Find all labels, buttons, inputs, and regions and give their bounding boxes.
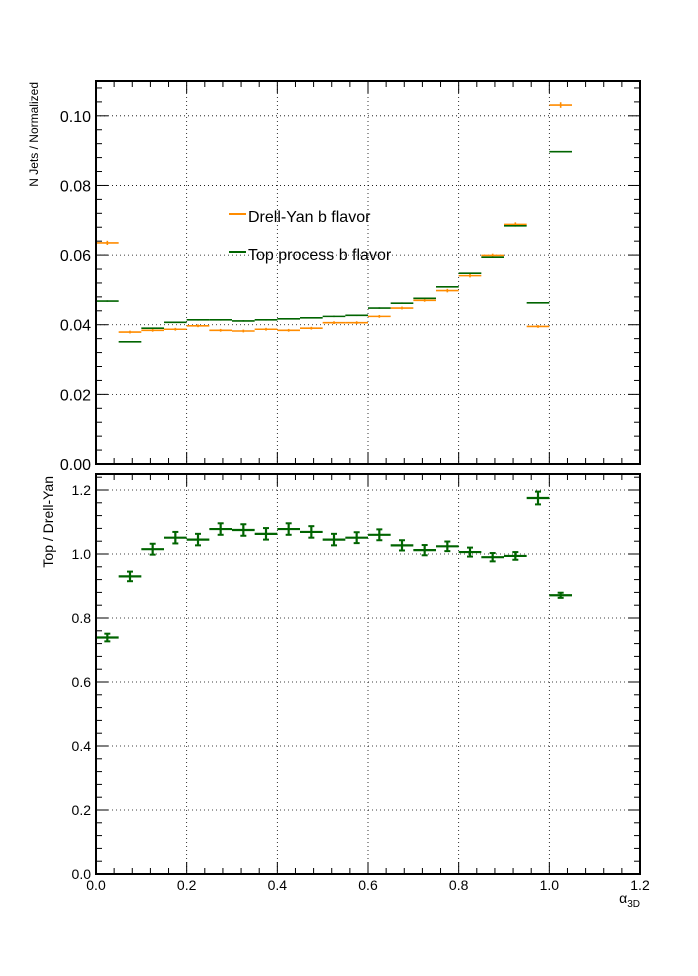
- bottom-grid: [96, 474, 640, 874]
- x-axis-label-subscript: 3D: [627, 899, 640, 910]
- y-tick-label: 0.00: [60, 457, 91, 474]
- y-tick-label: 0.02: [60, 387, 91, 404]
- y-tick-label: 0.0: [72, 866, 92, 882]
- series-top-process-b-flavor: [96, 150, 572, 343]
- x-tick-label: 0.0: [86, 877, 106, 893]
- y-tick-label: 0.8: [72, 610, 92, 626]
- x-tick-label: 1.0: [540, 877, 560, 893]
- y-tick-label: 0.6: [72, 674, 92, 690]
- y-tick-label: 0.04: [60, 318, 91, 335]
- y-tick-label: 1.2: [72, 482, 92, 498]
- top-series: [96, 102, 572, 343]
- legend-label-top-process: Top process b flavor: [248, 247, 392, 264]
- x-axis-label-symbol: α: [619, 890, 627, 906]
- y-tick-label: 0.2: [72, 802, 92, 818]
- bottom-panel: 0.0 0.2 0.4 0.6 0.8 1.0 1.2 0.0 0.2 0.4 0.6 0.8 1.0 1…: [40, 473, 650, 910]
- x-tick-label: 0.8: [449, 877, 469, 893]
- series-drell-yan-b-flavor: [96, 102, 572, 334]
- top-grid: [96, 81, 640, 464]
- series-ratio: [96, 490, 572, 643]
- y-tick-label: 0.08: [60, 178, 91, 195]
- top-y-tick-labels: 0.00 0.02 0.04 0.06 0.08 0.10: [60, 109, 91, 474]
- x-tick-label: 0.2: [177, 877, 197, 893]
- bottom-series: [96, 490, 572, 643]
- top-axis-ticks: [95, 81, 641, 465]
- top-frame: [95, 80, 641, 465]
- bottom-y-axis-label: Top / Drell-Yan: [40, 476, 56, 568]
- bottom-frame: [95, 473, 641, 875]
- y-tick-label: 1.0: [72, 546, 92, 562]
- bottom-x-axis-label: α3D: [619, 890, 640, 910]
- x-tick-label: 0.4: [268, 877, 288, 893]
- y-tick-label: 0.10: [60, 109, 91, 126]
- x-tick-label: 1.2: [630, 877, 650, 893]
- legend-label-drell-yan: Drell-Yan b flavor: [248, 209, 371, 226]
- y-tick-label: 0.06: [60, 248, 91, 265]
- x-tick-label: 0.6: [358, 877, 378, 893]
- legend: Drell-Yan b flavor Top process b flavor: [229, 209, 392, 264]
- top-panel: 0.00 0.02 0.04 0.06 0.08 0.10 N Jets / Normal…: [27, 80, 641, 474]
- y-tick-label: 0.4: [72, 738, 92, 754]
- bottom-tick-labels: 0.0 0.2 0.4 0.6 0.8 1.0 1.2 0.0 0.2 0.4 0.6 0.8 1.0 1…: [72, 482, 650, 893]
- top-y-axis-label: N Jets / Normalized: [27, 82, 41, 187]
